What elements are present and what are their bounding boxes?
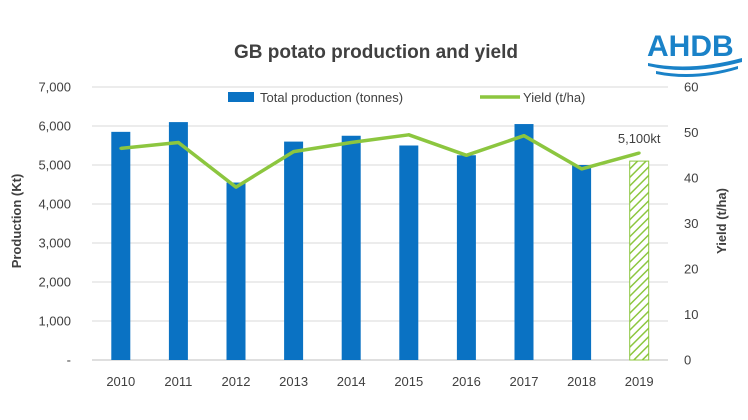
- yield-line: [119, 133, 641, 189]
- x-tick-label: 2019: [625, 374, 654, 389]
- yield-point: [119, 146, 123, 150]
- y-tick-label-left: 6,000: [38, 119, 71, 134]
- yield-line-path: [120, 133, 640, 189]
- x-tick-label: 2011: [164, 374, 192, 389]
- logo-text: AHDB: [647, 30, 734, 63]
- yield-point: [407, 133, 411, 137]
- x-tick-label: 2015: [394, 374, 423, 389]
- production-bars: [111, 122, 650, 361]
- forecast-label: 5,100kt: [618, 131, 661, 146]
- logo-wave-2: [656, 66, 738, 78]
- forecast-bar: [629, 160, 650, 361]
- bar: [226, 182, 246, 360]
- legend-label-yield: Yield (t/ha): [523, 90, 585, 105]
- x-tick-label: 2014: [337, 374, 366, 389]
- x-tick-label: 2013: [279, 374, 308, 389]
- yield-point: [580, 167, 584, 171]
- y-tick-label-right: 10: [684, 307, 698, 322]
- y-tick-label-right: 50: [684, 125, 698, 140]
- logo-wave-1: [648, 58, 742, 71]
- ahdb-logo: AHDB: [647, 30, 742, 78]
- bar: [341, 135, 361, 360]
- y-tick-label-left: 5,000: [38, 158, 71, 173]
- y-tick-label-left: 7,000: [38, 80, 71, 95]
- y-tick-label-left: -: [67, 353, 71, 368]
- yield-point: [637, 151, 641, 155]
- bar: [456, 155, 476, 360]
- y-axis-title-right: Yield (t/ha): [714, 188, 729, 254]
- yield-point: [292, 150, 296, 154]
- x-tick-label: 2012: [222, 374, 251, 389]
- yield-point: [522, 134, 526, 138]
- bar: [514, 124, 534, 360]
- x-axis-ticks: 2010 2011 2012 2013 2014 2015 2016 2017 2018 2019: [106, 374, 653, 389]
- left-axis-ticks: - 1,000 2,000 3,000 4,000 5,000 6,000 7,000: [38, 80, 71, 368]
- x-tick-label: 2016: [452, 374, 481, 389]
- y-axis-title-left: Production (Kt): [9, 174, 24, 269]
- y-tick-label-right: 40: [684, 171, 698, 186]
- legend-label-production: Total production (tonnes): [260, 90, 403, 105]
- y-tick-label-left: 1,000: [38, 314, 71, 329]
- legend-swatch-production: [228, 92, 254, 102]
- gridlines: [92, 86, 668, 361]
- x-tick-label: 2017: [510, 374, 539, 389]
- y-tick-label-left: 2,000: [38, 275, 71, 290]
- y-tick-label-left: 3,000: [38, 236, 71, 251]
- right-axis-ticks: 0 10 20 30 40 50 60: [684, 80, 698, 368]
- y-tick-label-right: 20: [684, 262, 698, 277]
- legend: Total production (tonnes) Yield (t/ha): [228, 90, 585, 105]
- y-tick-label-left: 4,000: [38, 197, 71, 212]
- yield-point: [464, 153, 468, 157]
- chart-title: GB potato production and yield: [234, 42, 518, 63]
- yield-point: [234, 185, 238, 189]
- y-tick-label-right: 60: [684, 80, 698, 95]
- bar: [168, 122, 188, 360]
- yield-point: [349, 141, 353, 145]
- y-tick-label-right: 0: [684, 353, 691, 368]
- x-tick-label: 2010: [106, 374, 135, 389]
- yield-point: [176, 141, 180, 145]
- y-tick-label-right: 30: [684, 216, 698, 231]
- bar: [111, 131, 131, 360]
- bar: [284, 141, 304, 360]
- bar: [399, 145, 419, 360]
- x-tick-label: 2018: [567, 374, 596, 389]
- bar: [572, 165, 592, 360]
